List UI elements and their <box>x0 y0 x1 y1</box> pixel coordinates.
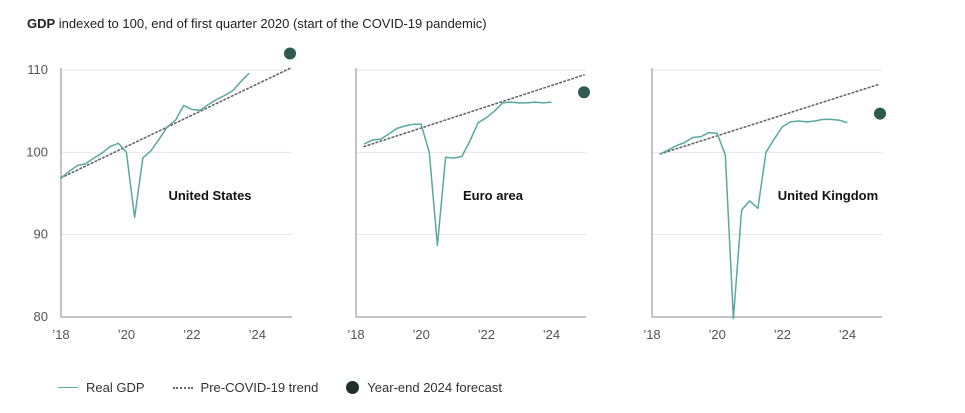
panel-2-label: Euro area <box>463 188 524 203</box>
panel-2-real-gdp-line <box>363 101 552 247</box>
panel-1-trend-line <box>60 67 291 179</box>
legend-trend-swatch <box>172 386 193 389</box>
panel-2-x-tick-label-2022: ’22 <box>478 327 495 342</box>
y-tick-label-100: 100 <box>26 144 48 159</box>
panel-1-forecast-dot <box>284 47 296 60</box>
panel-2-x-tick-label-2020: ’20 <box>412 327 429 342</box>
panel-1-x-tick-label-2024: ’24 <box>249 327 266 342</box>
panel-3-x-tick-label-2022: ’22 <box>774 327 791 342</box>
legend-trend-label: Pre-COVID-19 trend <box>200 380 319 395</box>
panel-2-forecast-dot <box>578 86 590 99</box>
gdp-chart: 80 90 100 110 ’18 ’20 ’22 ’24 United States ’18 ’2… <box>26 47 886 342</box>
legend: Real GDP Pre-COVID-19 trend Year-end 202… <box>58 380 530 395</box>
chart-title-bold: GDP <box>27 16 56 31</box>
panel-1-x-tick-label-2022: ’22 <box>183 327 200 342</box>
panel-2-x-tick-label-2024: ’24 <box>543 327 560 342</box>
y-tick-label-90: 90 <box>34 227 48 242</box>
panel-3-trend-line <box>659 83 881 155</box>
legend-real-gdp-label: Real GDP <box>86 380 145 395</box>
legend-real-gdp-swatch <box>58 387 78 388</box>
panel-3-forecast-dot <box>874 107 886 120</box>
panel-2-x-tick-label-2018: ’18 <box>347 327 364 342</box>
legend-forecast-swatch <box>346 381 360 394</box>
panel-1-x-tick-label-2018: ’18 <box>52 327 69 342</box>
legend-forecast: Year-end 2024 forecast <box>346 380 502 395</box>
y-tick-label-80: 80 <box>34 309 48 324</box>
panel-3-x-tick-label-2018: ’18 <box>643 327 660 342</box>
legend-forecast-label: Year-end 2024 forecast <box>367 380 502 395</box>
panel-3-x-tick-label-2020: ’20 <box>708 327 725 342</box>
panel-1-real-gdp-line <box>60 72 250 219</box>
panel-1-label: United States <box>168 188 251 203</box>
chart-title: GDP indexed to 100, end of first quarter… <box>27 16 487 31</box>
panel-3-label: United Kingdom <box>778 188 878 203</box>
panel-3-real-gdp-line <box>659 118 848 320</box>
panel-3-x-tick-label-2024: ’24 <box>839 327 856 342</box>
legend-real-gdp: Real GDP <box>58 380 145 395</box>
chart-title-rest: indexed to 100, end of first quarter 202… <box>55 16 487 31</box>
panel-2-trend-line <box>363 74 585 148</box>
panel-1-x-tick-label-2020: ’20 <box>118 327 135 342</box>
legend-trend: Pre-COVID-19 trend <box>172 380 319 395</box>
y-tick-label-110: 110 <box>27 62 48 77</box>
